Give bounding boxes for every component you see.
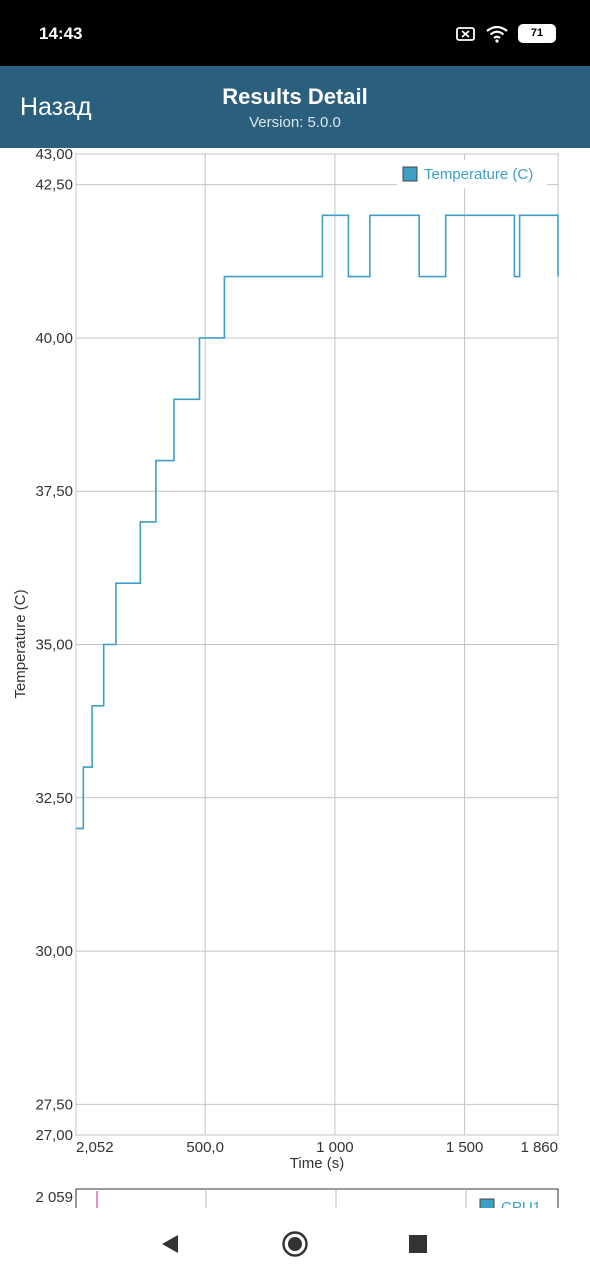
battery-icon: 71 [518,24,556,43]
y-tick-label: 40,00 [35,330,73,347]
legend-swatch [402,166,418,182]
temperature-series-line [76,214,559,830]
recents-square-icon [409,1235,427,1253]
x-tick-label: 1 500 [446,1139,484,1156]
cpu-plot-frame [75,1188,559,1208]
legend-box [397,160,547,188]
back-nav-button[interactable] [148,1222,192,1266]
y-tick-label: 42,50 [35,177,73,194]
app-bar: Назад Results Detail Version: 5.0.0 [0,66,590,148]
y-tick-labels: 27,00 27,50 30,00 32,50 35,00 37,50 40,00 42,50… [35,148,73,1144]
x-tick-label: 1 860 [520,1139,558,1156]
home-circle-icon [282,1231,308,1257]
status-bar: 14:43 71 [0,0,590,66]
version-label: Version: 5.0.0 [249,114,341,131]
cpu-y-tick-label: 2 059 [35,1189,73,1206]
x-tick-label: 2,052 [76,1139,114,1156]
y-tick-label: 32,50 [35,790,73,807]
legend-label: Temperature (C) [424,166,533,183]
status-time: 14:43 [39,24,83,43]
y-tick-label: 30,00 [35,943,73,960]
y-axis-label: Temperature (C) [12,589,29,698]
wifi-icon [486,25,508,43]
recents-nav-button[interactable] [396,1222,440,1266]
x-tick-label: 500,0 [186,1139,224,1156]
cpu-legend-label: CPU1 [501,1199,541,1208]
x-tick-labels: 2,052 500,0 1 000 1 500 1 860 [76,1139,558,1156]
y-tick-label: 27,50 [35,1096,73,1113]
x-axis-label: Time (s) [290,1155,344,1172]
back-button[interactable]: Назад [20,93,92,121]
x-tick-label: 1 000 [316,1139,354,1156]
y-tick-label: 43,00 [35,148,73,163]
legend: Temperature (C) [397,160,547,188]
y-tick-label: 27,00 [35,1127,73,1144]
cpu-legend-swatch [479,1198,495,1208]
y-tick-label: 37,50 [35,483,73,500]
page-title: Results Detail [222,84,368,109]
temperature-chart: 27,00 27,50 30,00 32,50 35,00 37,50 40,00 42,50… [12,148,559,1208]
back-triangle-icon [162,1235,178,1253]
cpu-chart: 2 059 CPU1 [35,1188,559,1208]
sim-x-icon [456,26,475,41]
y-tick-label: 35,00 [35,637,73,654]
home-nav-button[interactable] [273,1222,317,1266]
navigation-bar [0,1208,590,1280]
status-icons: 71 [456,24,556,43]
